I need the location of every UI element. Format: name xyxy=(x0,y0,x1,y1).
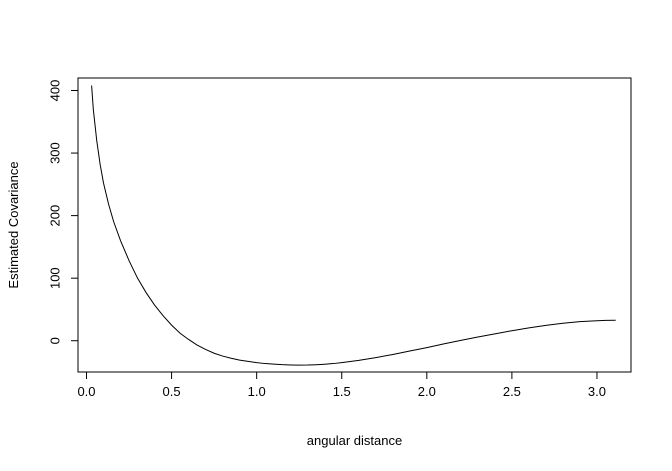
x-tick-label: 3.0 xyxy=(588,384,606,399)
y-tick-label: 100 xyxy=(48,267,63,289)
x-tick-label: 1.5 xyxy=(333,384,351,399)
x-tick-label: 0.5 xyxy=(163,384,181,399)
y-tick-label: 300 xyxy=(48,142,63,164)
y-axis-label: Estimated Covariance xyxy=(6,161,21,288)
covariance-line xyxy=(91,85,616,366)
plot-frame xyxy=(77,77,632,373)
y-tick-label: 200 xyxy=(48,205,63,227)
x-tick-label: 1.0 xyxy=(248,384,266,399)
y-axis: 0 100 200 300 400 xyxy=(48,80,79,344)
x-tick-label: 0.0 xyxy=(77,384,95,399)
y-tick-label: 400 xyxy=(48,80,63,102)
x-tick-label: 2.0 xyxy=(418,384,436,399)
y-tick-label: 0 xyxy=(48,337,63,344)
x-tick-label: 2.5 xyxy=(503,384,521,399)
x-axis-label: angular distance xyxy=(307,433,402,448)
x-axis: 0.0 0.5 1.0 1.5 2.0 2.5 3.0 xyxy=(77,371,606,399)
